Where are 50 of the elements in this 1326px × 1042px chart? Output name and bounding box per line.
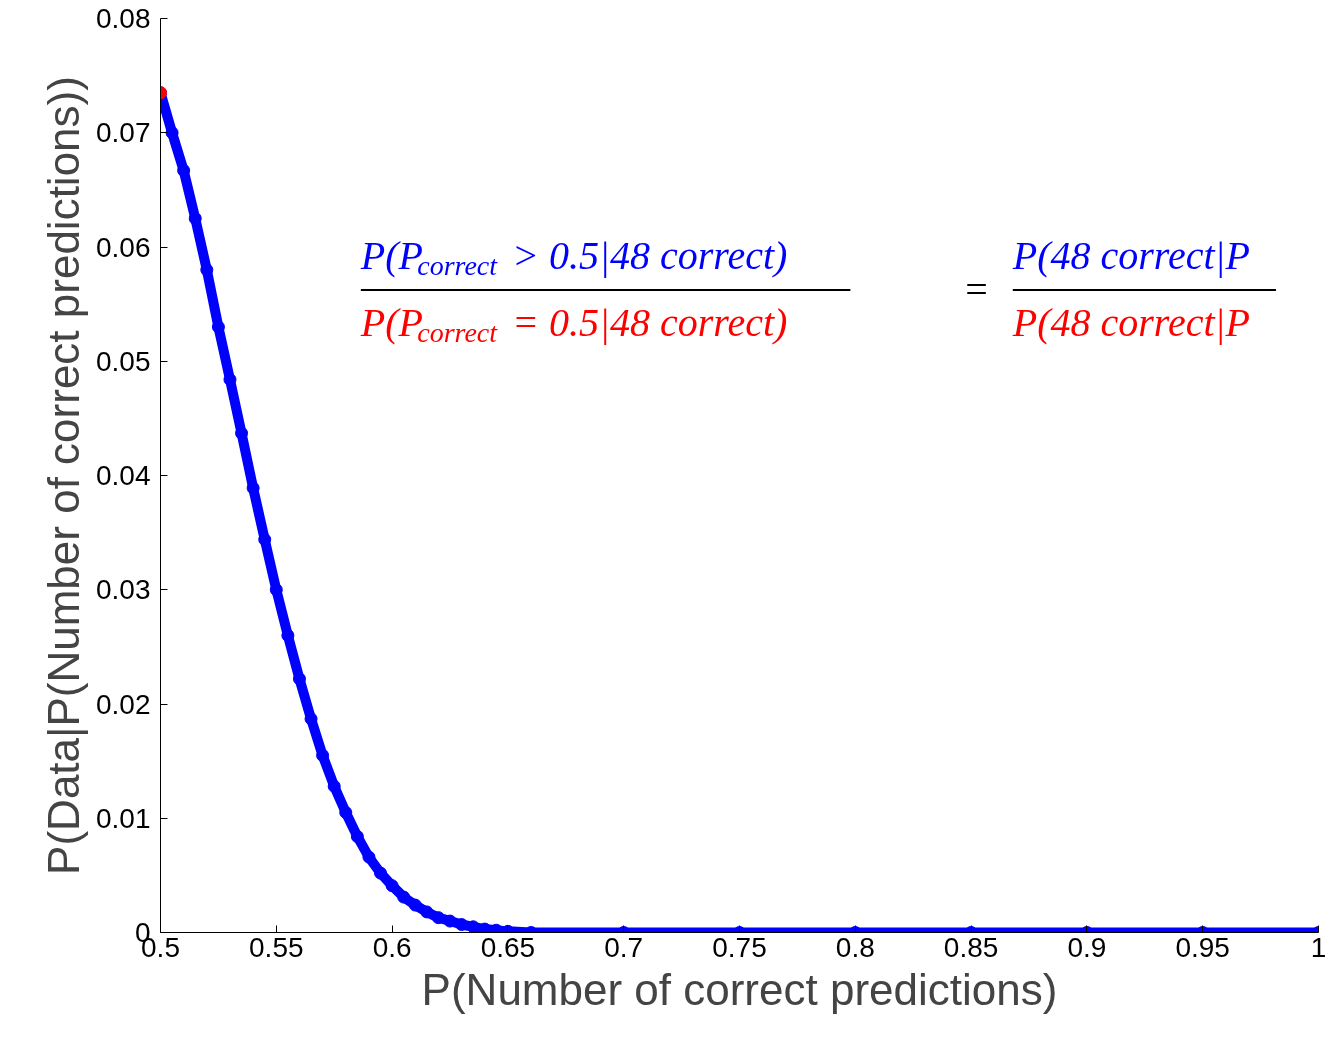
annotation: = [965, 266, 988, 312]
point [235, 426, 249, 440]
y-tick-label: 0.03 [96, 574, 151, 606]
x-tick-label: 0.7 [604, 931, 644, 963]
point [211, 320, 225, 334]
point [316, 748, 330, 762]
point [188, 211, 202, 225]
point [292, 672, 306, 686]
x-tick-label: 0.85 [943, 931, 999, 963]
x-axis-title: P(Number of correct predictions) [421, 964, 1058, 1014]
point [397, 890, 411, 904]
point [258, 532, 272, 546]
y-tick-label: 0.02 [96, 688, 151, 720]
y-tick-label: 0.01 [96, 802, 151, 834]
point [165, 126, 179, 140]
annotation: P(48 correct|P [1011, 232, 1251, 278]
x-tick-label: 0.6 [372, 931, 412, 963]
y-tick-label: 0.04 [96, 460, 151, 491]
point [443, 914, 457, 928]
x-tick-label: 1 [1310, 931, 1326, 963]
point [223, 373, 237, 387]
point [374, 866, 388, 880]
point [200, 263, 214, 277]
y-tick-label: 0.06 [96, 231, 151, 263]
point [408, 898, 422, 912]
point [350, 830, 364, 844]
point [339, 806, 353, 820]
y-tick-label: 0.08 [96, 3, 151, 34]
point [466, 920, 480, 933]
annotation: P(48 correct|P [1011, 300, 1251, 346]
x-tick-label: 0.95 [1175, 931, 1230, 963]
y-axis-title: P(Data|P(Number of correct predictions)) [39, 76, 88, 875]
x-tick-label: 0.65 [480, 931, 536, 963]
x-tick-label: 0.9 [1067, 931, 1107, 963]
x-tick-label: 0.55 [249, 931, 304, 963]
y-tick-label: 0.07 [96, 117, 151, 149]
point [281, 628, 295, 642]
y-tick-label: 0.05 [96, 345, 151, 377]
point [246, 481, 260, 495]
point [420, 905, 434, 919]
point [327, 779, 341, 793]
point [177, 163, 191, 177]
x-tick-label: 0.75 [712, 931, 767, 963]
point [431, 911, 445, 925]
point [362, 850, 376, 864]
point [269, 583, 283, 597]
point [455, 918, 469, 931]
x-tick-label: 0.8 [835, 931, 875, 963]
point [385, 879, 399, 893]
point [304, 712, 318, 726]
